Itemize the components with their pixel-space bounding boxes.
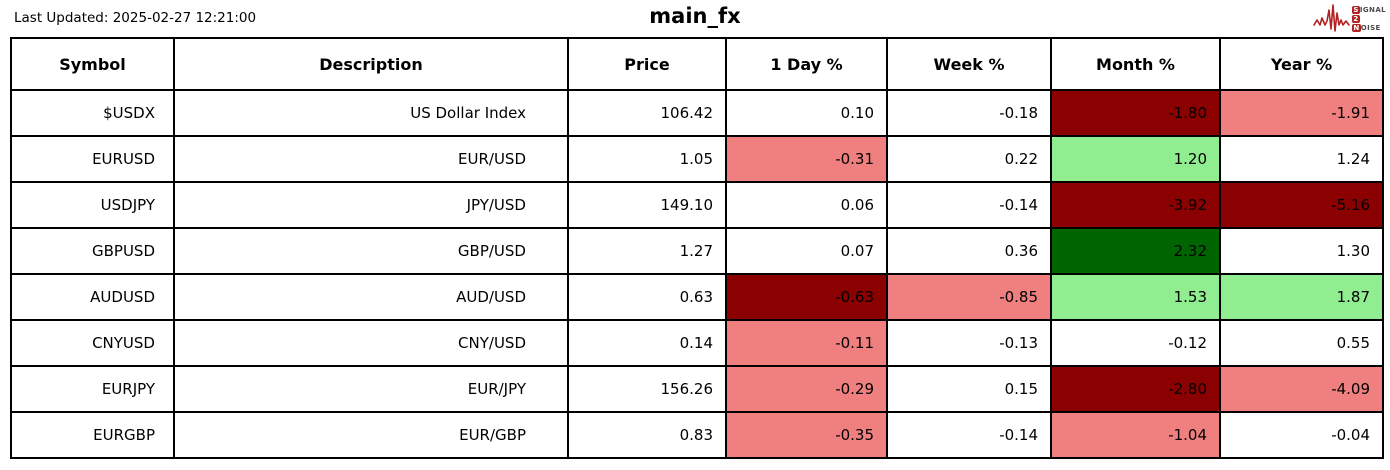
- price-cell: 0.83: [567, 411, 727, 459]
- price-cell: 106.42: [567, 89, 727, 137]
- day-pct-cell: -0.31: [725, 135, 888, 183]
- week-pct-cell: -0.18: [886, 89, 1052, 137]
- month-pct-cell: -0.12: [1050, 319, 1221, 367]
- table-header-row: Symbol Description Price 1 Day % Week % Month…: [10, 37, 1384, 91]
- year-pct-cell: 1.87: [1219, 273, 1384, 321]
- price-cell: 0.14: [567, 319, 727, 367]
- week-pct-cell: 0.15: [886, 365, 1052, 413]
- symbol-cell: $USDX: [10, 89, 175, 137]
- price-cell: 0.63: [567, 273, 727, 321]
- price-cell: 156.26: [567, 365, 727, 413]
- column-header-year: Year %: [1219, 37, 1384, 91]
- column-header-price: Price: [567, 37, 727, 91]
- day-pct-cell: 0.10: [725, 89, 888, 137]
- waveform-icon: [1313, 2, 1351, 34]
- description-cell: EUR/GBP: [173, 411, 569, 459]
- symbol-cell: CNYUSD: [10, 319, 175, 367]
- description-cell: CNY/USD: [173, 319, 569, 367]
- month-pct-cell: -1.04: [1050, 411, 1221, 459]
- logo-line-noise: N OISE: [1351, 23, 1381, 32]
- logo-line-two: 2: [1351, 14, 1386, 23]
- symbol-cell: EURJPY: [10, 365, 175, 413]
- description-cell: AUD/USD: [173, 273, 569, 321]
- column-header-description: Description: [173, 37, 569, 91]
- description-cell: GBP/USD: [173, 227, 569, 275]
- table-row: AUDUSD AUD/USD 0.63 -0.63 -0.85 1.53 1.87: [10, 273, 1384, 321]
- week-pct-cell: -0.13: [886, 319, 1052, 367]
- column-header-week: Week %: [886, 37, 1052, 91]
- month-pct-cell: -3.92: [1050, 181, 1221, 229]
- week-pct-cell: -0.85: [886, 273, 1052, 321]
- year-pct-cell: 1.24: [1219, 135, 1384, 183]
- month-pct-cell: 1.20: [1050, 135, 1221, 183]
- price-cell: 149.10: [567, 181, 727, 229]
- fx-table-body: $USDX US Dollar Index 106.42 0.10 -0.18 -1.80…: [10, 89, 1384, 459]
- last-updated-label: Last Updated: 2025-02-27 12:21:00: [14, 10, 257, 26]
- month-pct-cell: -1.80: [1050, 89, 1221, 137]
- logo-badge-s: S: [1351, 6, 1360, 14]
- logo-badge-2: 2: [1351, 15, 1360, 23]
- price-cell: 1.05: [567, 135, 727, 183]
- symbol-cell: USDJPY: [10, 181, 175, 229]
- description-cell: JPY/USD: [173, 181, 569, 229]
- table-row: EURGBP EUR/GBP 0.83 -0.35 -0.14 -1.04 -0.04: [10, 411, 1384, 459]
- month-pct-cell: 2.32: [1050, 227, 1221, 275]
- year-pct-cell: 0.55: [1219, 319, 1384, 367]
- day-pct-cell: -0.63: [725, 273, 888, 321]
- signal2noise-logo: S IGNAL 2 N OISE: [1313, 2, 1386, 34]
- year-pct-cell: -0.04: [1219, 411, 1384, 459]
- table-row: EURJPY EUR/JPY 156.26 -0.29 0.15 -2.80 -4.09: [10, 365, 1384, 413]
- page-title: main_fx: [649, 4, 741, 28]
- description-cell: EUR/JPY: [173, 365, 569, 413]
- logo-text: S IGNAL 2 N OISE: [1351, 5, 1386, 32]
- description-cell: EUR/USD: [173, 135, 569, 183]
- month-pct-cell: -2.80: [1050, 365, 1221, 413]
- year-pct-cell: -5.16: [1219, 181, 1384, 229]
- logo-line-signal: S IGNAL: [1351, 5, 1386, 14]
- fx-rates-table: Symbol Description Price 1 Day % Week % Month…: [10, 37, 1384, 459]
- description-cell: US Dollar Index: [173, 89, 569, 137]
- column-header-symbol: Symbol: [10, 37, 175, 91]
- week-pct-cell: 0.36: [886, 227, 1052, 275]
- table-row: $USDX US Dollar Index 106.42 0.10 -0.18 -1.80…: [10, 89, 1384, 137]
- symbol-cell: GBPUSD: [10, 227, 175, 275]
- year-pct-cell: -1.91: [1219, 89, 1384, 137]
- day-pct-cell: 0.06: [725, 181, 888, 229]
- price-cell: 1.27: [567, 227, 727, 275]
- year-pct-cell: 1.30: [1219, 227, 1384, 275]
- week-pct-cell: -0.14: [886, 181, 1052, 229]
- month-pct-cell: 1.53: [1050, 273, 1221, 321]
- symbol-cell: EURGBP: [10, 411, 175, 459]
- table-row: USDJPY JPY/USD 149.10 0.06 -0.14 -3.92 -5.16: [10, 181, 1384, 229]
- day-pct-cell: -0.35: [725, 411, 888, 459]
- table-row: CNYUSD CNY/USD 0.14 -0.11 -0.13 -0.12 0.55: [10, 319, 1384, 367]
- logo-badge-n: N: [1351, 24, 1361, 32]
- day-pct-cell: 0.07: [725, 227, 888, 275]
- column-header-month: Month %: [1050, 37, 1221, 91]
- year-pct-cell: -4.09: [1219, 365, 1384, 413]
- day-pct-cell: -0.29: [725, 365, 888, 413]
- column-header-1-day: 1 Day %: [725, 37, 888, 91]
- symbol-cell: EURUSD: [10, 135, 175, 183]
- week-pct-cell: 0.22: [886, 135, 1052, 183]
- day-pct-cell: -0.11: [725, 319, 888, 367]
- week-pct-cell: -0.14: [886, 411, 1052, 459]
- symbol-cell: AUDUSD: [10, 273, 175, 321]
- table-row: GBPUSD GBP/USD 1.27 0.07 0.36 2.32 1.30: [10, 227, 1384, 275]
- table-row: EURUSD EUR/USD 1.05 -0.31 0.22 1.20 1.24: [10, 135, 1384, 183]
